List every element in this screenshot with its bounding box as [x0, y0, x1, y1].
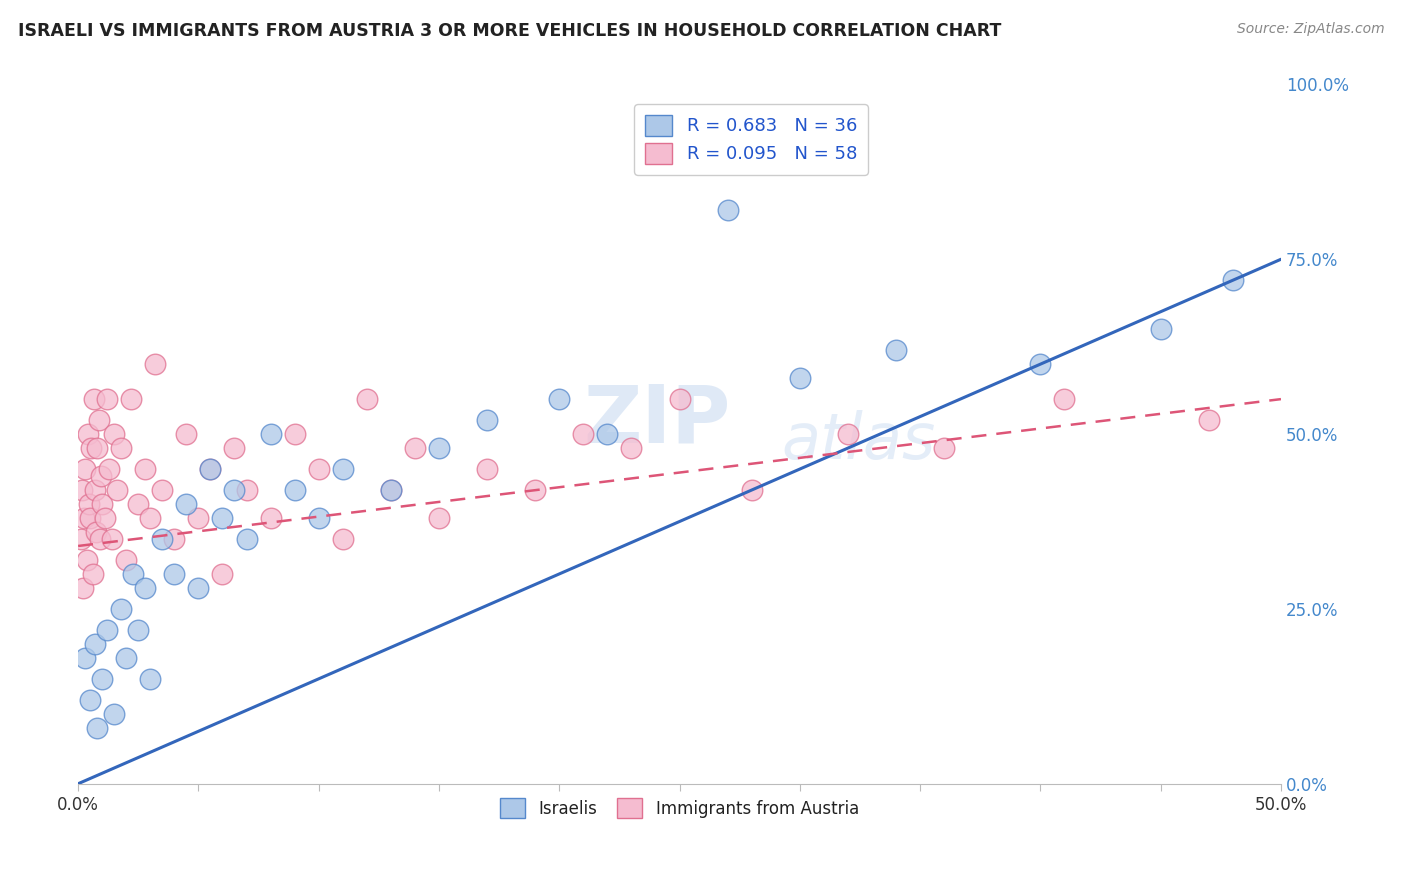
Point	[84, 637, 107, 651]
Point	[79, 511, 101, 525]
Point	[380, 483, 402, 497]
Point	[103, 427, 125, 442]
Point	[176, 497, 198, 511]
Point	[82, 566, 104, 581]
Point	[163, 532, 186, 546]
Point	[75, 651, 97, 665]
Point	[103, 706, 125, 721]
Point	[235, 532, 257, 546]
Point	[150, 532, 173, 546]
Point	[620, 441, 643, 455]
Point	[187, 581, 209, 595]
Legend: Israelis, Immigrants from Austria: Israelis, Immigrants from Austria	[494, 792, 866, 824]
Text: atlas: atlas	[782, 410, 936, 472]
Point	[139, 672, 162, 686]
Point	[79, 693, 101, 707]
Point	[404, 441, 426, 455]
Point	[150, 483, 173, 497]
Point	[884, 343, 907, 358]
Point	[73, 511, 96, 525]
Point	[224, 483, 246, 497]
Point	[115, 553, 138, 567]
Point	[72, 581, 94, 595]
Point	[91, 672, 114, 686]
Point	[120, 392, 142, 406]
Point	[80, 441, 103, 455]
Point	[837, 427, 859, 442]
Point	[110, 602, 132, 616]
Point	[259, 511, 281, 525]
Text: ISRAELI VS IMMIGRANTS FROM AUSTRIA 3 OR MORE VEHICLES IN HOUSEHOLD CORRELATION C: ISRAELI VS IMMIGRANTS FROM AUSTRIA 3 OR …	[18, 22, 1001, 40]
Point	[91, 497, 114, 511]
Point	[200, 462, 222, 476]
Point	[259, 427, 281, 442]
Point	[1222, 273, 1244, 287]
Point	[77, 497, 100, 511]
Point	[475, 462, 498, 476]
Point	[143, 357, 166, 371]
Point	[284, 483, 307, 497]
Point	[332, 532, 354, 546]
Point	[187, 511, 209, 525]
Point	[548, 392, 571, 406]
Point	[122, 566, 145, 581]
Point	[163, 566, 186, 581]
Point	[427, 441, 450, 455]
Point	[427, 511, 450, 525]
Point	[308, 462, 330, 476]
Point	[115, 651, 138, 665]
Point	[235, 483, 257, 497]
Point	[105, 483, 128, 497]
Point	[76, 553, 98, 567]
Point	[101, 532, 124, 546]
Point	[668, 392, 690, 406]
Point	[127, 623, 149, 637]
Point	[84, 524, 107, 539]
Point	[90, 469, 112, 483]
Point	[176, 427, 198, 442]
Point	[356, 392, 378, 406]
Point	[934, 441, 956, 455]
Point	[84, 483, 107, 497]
Point	[1198, 413, 1220, 427]
Point	[134, 581, 156, 595]
Point	[284, 427, 307, 442]
Point	[86, 721, 108, 735]
Point	[98, 462, 121, 476]
Text: ZIP: ZIP	[583, 381, 731, 459]
Point	[96, 623, 118, 637]
Point	[134, 462, 156, 476]
Point	[70, 483, 93, 497]
Point	[475, 413, 498, 427]
Point	[75, 462, 97, 476]
Point	[69, 532, 91, 546]
Point	[83, 392, 105, 406]
Point	[139, 511, 162, 525]
Point	[524, 483, 547, 497]
Point	[380, 483, 402, 497]
Point	[87, 413, 110, 427]
Point	[1029, 357, 1052, 371]
Point	[741, 483, 763, 497]
Point	[1150, 322, 1173, 336]
Point	[717, 203, 740, 218]
Text: Source: ZipAtlas.com: Source: ZipAtlas.com	[1237, 22, 1385, 37]
Point	[200, 462, 222, 476]
Point	[76, 427, 98, 442]
Point	[211, 511, 233, 525]
Point	[308, 511, 330, 525]
Point	[86, 441, 108, 455]
Point	[1053, 392, 1076, 406]
Point	[332, 462, 354, 476]
Point	[96, 392, 118, 406]
Point	[127, 497, 149, 511]
Point	[224, 441, 246, 455]
Point	[93, 511, 115, 525]
Point	[572, 427, 595, 442]
Point	[89, 532, 111, 546]
Point	[789, 371, 811, 385]
Point	[596, 427, 619, 442]
Point	[110, 441, 132, 455]
Point	[211, 566, 233, 581]
